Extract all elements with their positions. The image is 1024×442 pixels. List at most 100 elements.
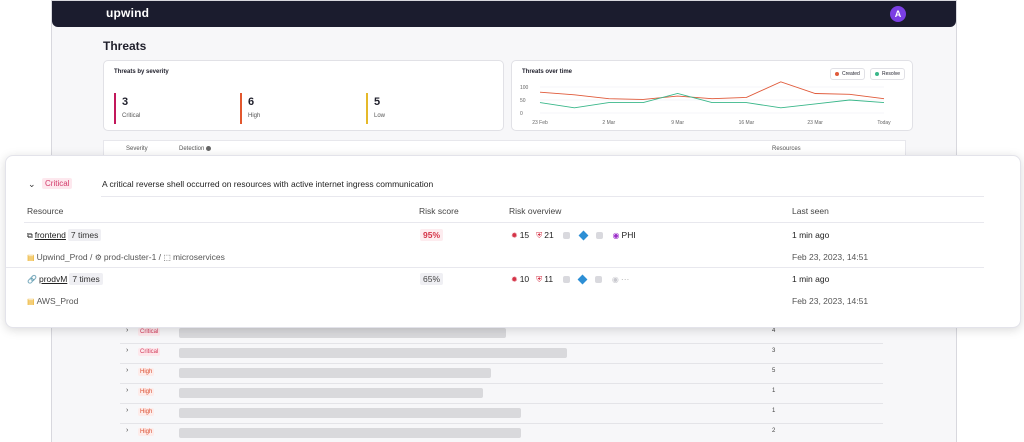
critical-label: Critical xyxy=(122,113,141,119)
cluster-icon: ⚙ xyxy=(94,253,102,262)
th-resources[interactable]: Resources xyxy=(772,146,801,152)
link-icon: 🔗 xyxy=(27,275,37,284)
severity-badge: Critical xyxy=(138,348,161,356)
divider xyxy=(101,196,984,197)
last-seen: 1 min ago xyxy=(792,230,830,240)
threat-row[interactable]: › Critical 4 xyxy=(120,324,883,344)
network-icon xyxy=(577,274,588,285)
shield-icon: ⛨ xyxy=(536,231,543,240)
severity-low[interactable]: 5 Low xyxy=(366,93,385,124)
th-detection-label: Detection xyxy=(179,146,205,153)
th-risk-overview[interactable]: Risk overview xyxy=(509,206,562,216)
threats-table-header: Severity Detection Resources xyxy=(103,140,906,157)
chevron-down-icon[interactable]: ⌄ xyxy=(28,179,36,189)
path-account[interactable]: Upwind_Prod xyxy=(36,252,88,262)
series-line-resolve xyxy=(539,93,885,109)
series-line-created xyxy=(539,81,885,100)
th-risk-score[interactable]: Risk score xyxy=(419,206,459,216)
x-tick-label: 23 Mar xyxy=(807,120,823,126)
threats-over-time-card: Threats over time Created Resolve 100 50 0… xyxy=(511,60,913,131)
resource-count: 1 xyxy=(772,388,776,394)
path-account[interactable]: AWS_Prod xyxy=(36,296,79,306)
placeholder-icon xyxy=(563,232,571,240)
chevron-right-icon[interactable]: › xyxy=(126,407,129,414)
brain-icon: ◉ xyxy=(611,275,619,284)
top-bar: upwind A xyxy=(52,1,956,27)
avatar[interactable]: A xyxy=(890,6,906,22)
threat-row[interactable]: › High 2 xyxy=(120,424,883,442)
legend-resolve[interactable]: Resolve xyxy=(870,68,906,80)
chevron-right-icon[interactable]: › xyxy=(126,347,129,354)
resource-cell: ⧉ frontend 7 times xyxy=(27,229,102,241)
resource-cell: 🔗 prodvM 7 times xyxy=(27,273,103,285)
resource-count: 2 xyxy=(772,428,776,434)
x-tick-label: 9 Mar xyxy=(671,120,684,126)
resource-link[interactable]: prodvM xyxy=(38,274,68,284)
divider xyxy=(24,222,984,223)
y-tick-label: 100 xyxy=(520,85,529,91)
created-dot-icon xyxy=(835,71,839,76)
threat-row[interactable]: › High 5 xyxy=(120,364,883,384)
shield-count: 21 xyxy=(544,230,554,240)
detection-placeholder xyxy=(179,408,521,418)
chart-title: Threats over time xyxy=(522,69,573,75)
last-seen: 1 min ago xyxy=(792,274,830,284)
threat-row[interactable]: › High 1 xyxy=(120,384,883,404)
path-namespace[interactable]: microservices xyxy=(172,252,225,262)
timestamp: Feb 23, 2023, 14:51 xyxy=(792,252,869,262)
chevron-right-icon[interactable]: › xyxy=(126,387,129,394)
resource-link[interactable]: frontend xyxy=(34,230,66,240)
bug-icon: ✹ xyxy=(511,231,518,240)
detection-placeholder xyxy=(179,428,521,438)
th-last-seen[interactable]: Last seen xyxy=(792,206,829,216)
copy-icon: ⧉ xyxy=(27,231,33,240)
severity-badge: High xyxy=(138,368,155,376)
severity-badge: High xyxy=(138,388,155,396)
th-detection[interactable]: Detection xyxy=(179,146,212,153)
grid-icon xyxy=(596,232,604,240)
bug-icon: ✹ xyxy=(511,275,518,284)
resource-count: 5 xyxy=(772,368,776,374)
resource-count: 1 xyxy=(772,408,776,414)
high-count: 6 xyxy=(248,96,255,108)
cloud-account-icon: ▤ xyxy=(27,297,35,306)
network-icon xyxy=(578,230,589,241)
detection-placeholder xyxy=(179,368,491,378)
severity-high[interactable]: 6 High xyxy=(240,93,260,124)
line-chart: 100 50 0 23 Feb 2 Mar 9 Mar 16 Mar 23 Mar Today xyxy=(520,81,891,126)
th-severity[interactable]: Severity xyxy=(126,146,148,152)
low-label: Low xyxy=(374,113,386,119)
y-tick-label: 50 xyxy=(520,98,526,104)
occurrence-badge: 7 times xyxy=(67,229,102,241)
x-tick-label: 16 Mar xyxy=(739,120,755,126)
sensitive-tag: PHI xyxy=(621,230,636,240)
card-title: Threats by severity xyxy=(114,69,169,75)
shield-count: 11 xyxy=(544,274,554,284)
chevron-right-icon[interactable]: › xyxy=(126,327,129,334)
resource-path: ▤ AWS_Prod xyxy=(27,296,78,306)
threat-row[interactable]: › High 1 xyxy=(120,404,883,424)
risk-score: 95% xyxy=(420,229,444,241)
resource-count: 4 xyxy=(772,328,776,334)
chevron-right-icon[interactable]: › xyxy=(126,367,129,374)
severity-critical[interactable]: 3 Critical xyxy=(114,93,140,124)
cloud-account-icon: ▤ xyxy=(27,253,35,262)
risk-score: 65% xyxy=(420,273,444,285)
path-cluster[interactable]: prod-cluster-1 xyxy=(103,252,157,262)
upwind-logo[interactable]: upwind xyxy=(106,6,150,20)
x-tick-label: Today xyxy=(877,120,891,126)
threat-row[interactable]: › Critical 3 xyxy=(120,344,883,364)
x-tick-label: 2 Mar xyxy=(602,120,615,126)
detection-placeholder xyxy=(179,328,506,338)
placeholder-icon xyxy=(562,276,570,284)
low-count: 5 xyxy=(374,96,381,108)
severity-badge: High xyxy=(138,408,155,416)
th-resource[interactable]: Resource xyxy=(27,206,64,216)
legend-resolve-label: Resolve xyxy=(882,71,901,77)
legend-created[interactable]: Created xyxy=(830,68,865,80)
risk-score-value: 95% xyxy=(420,229,444,241)
risk-overview: ✹ 15 ⛨ 21 ◉ PHI xyxy=(511,230,636,241)
x-tick-label: 23 Feb xyxy=(532,120,548,126)
divider xyxy=(6,267,984,268)
chevron-right-icon[interactable]: › xyxy=(126,427,129,434)
